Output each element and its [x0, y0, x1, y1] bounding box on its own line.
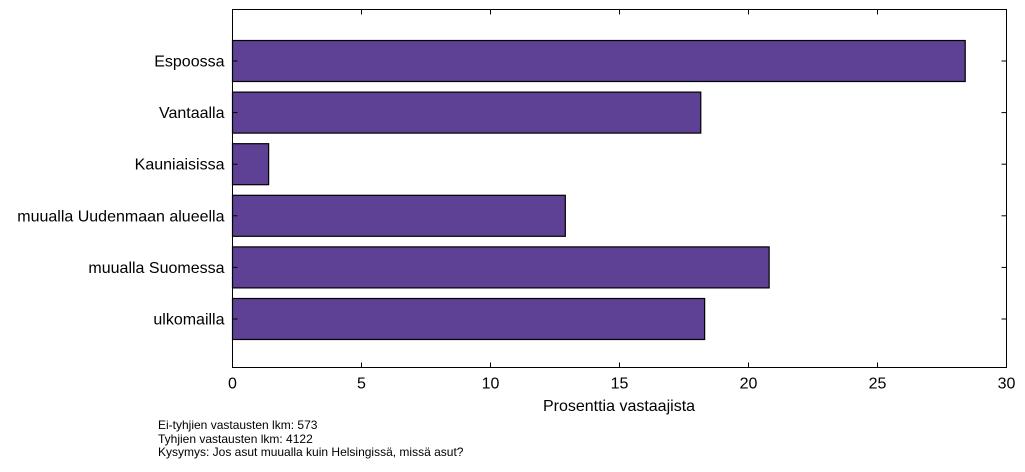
x-tick-label-0: 0: [228, 376, 237, 393]
x-tick-label-2: 10: [482, 376, 500, 393]
footnotes: Ei-tyhjien vastausten lkm: 573 Tyhjien v…: [158, 418, 464, 460]
x-axis-label: Prosenttia vastaajista: [543, 398, 695, 415]
category-label-1: Vantaalla: [159, 105, 225, 122]
category-label-2: Kauniaisissa: [135, 157, 225, 174]
bar-3: [231, 194, 566, 237]
bar-chart: Espoossa Vantaalla Kauniaisissa muualla Uud…: [17, 9, 1016, 415]
empty-count-note: Tyhjien vastausten lkm: 4122: [158, 431, 313, 446]
bar-2: [231, 143, 270, 186]
nonempty-count-note: Ei-tyhjien vastausten lkm: 573: [158, 418, 318, 432]
bar-4: [231, 246, 770, 289]
category-label-4: muualla Suomessa: [88, 260, 224, 277]
bar-1: [231, 91, 702, 134]
question-note: Kysymys: Jos asut muualla kuin Helsingis…: [158, 445, 464, 459]
category-label-0: Espoossa: [154, 54, 224, 71]
x-tick-label-4: 20: [740, 376, 758, 393]
x-tick-label-6: 30: [998, 376, 1016, 393]
x-tick-label-3: 15: [611, 376, 629, 393]
category-label-3: muualla Uudenmaan alueella: [17, 208, 224, 225]
category-label-5: ulkomailla: [153, 312, 224, 329]
bar-0: [231, 39, 966, 83]
x-tick-label-5: 25: [869, 376, 887, 393]
bar-5: [231, 297, 706, 341]
x-tick-label-1: 5: [357, 376, 366, 393]
